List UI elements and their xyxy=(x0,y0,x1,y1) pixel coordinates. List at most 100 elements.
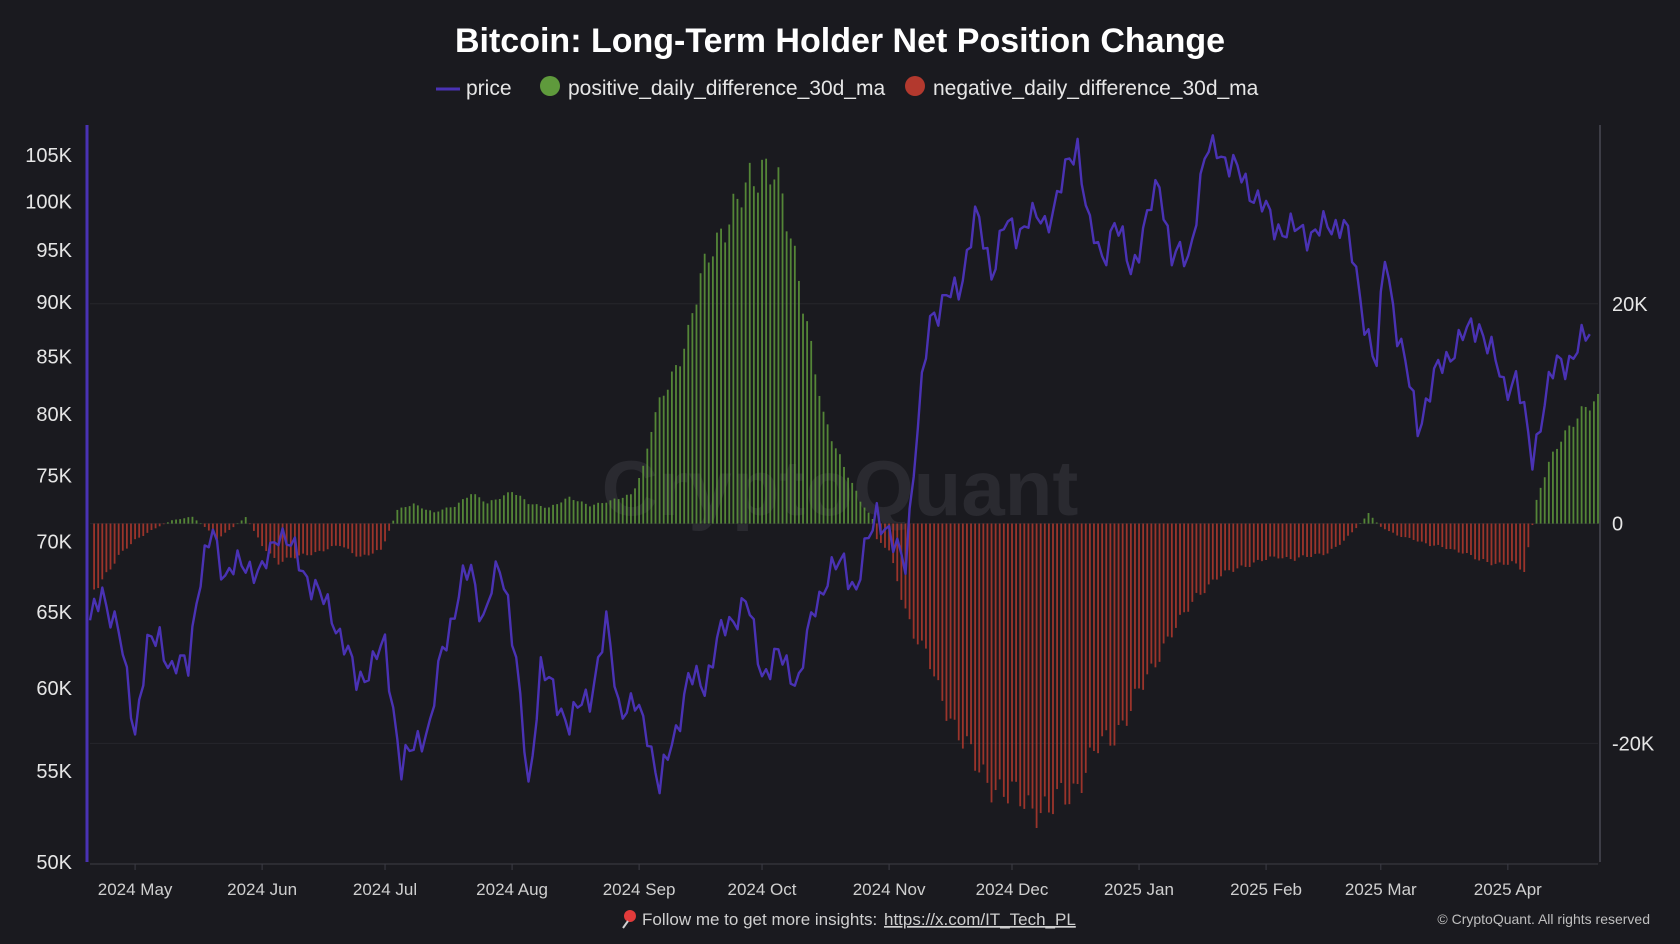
bar-negative xyxy=(933,523,936,677)
bar-negative xyxy=(1150,523,1153,664)
bar-positive xyxy=(572,500,575,524)
bar-positive xyxy=(244,517,247,524)
bar-positive xyxy=(855,490,858,524)
bar-negative xyxy=(322,523,325,552)
bar-negative xyxy=(1236,523,1239,569)
ytick-left-4: 70K xyxy=(36,531,72,553)
bar-negative xyxy=(1330,523,1333,549)
bar-negative xyxy=(1076,523,1079,785)
bar-positive xyxy=(511,492,513,524)
legend-item-price[interactable]: price xyxy=(436,77,512,100)
bar-positive xyxy=(1363,518,1366,524)
bar-positive xyxy=(1564,430,1567,524)
bar-negative xyxy=(1162,523,1165,644)
footer-link[interactable]: https://x.com/IT_Tech_PL xyxy=(884,910,1076,929)
legend-item-positive[interactable]: positive_daily_difference_30d_ma xyxy=(540,76,885,100)
bar-negative xyxy=(265,523,268,552)
bar-positive xyxy=(1597,393,1599,524)
bar-negative xyxy=(158,523,161,527)
bar-negative xyxy=(1310,523,1313,557)
bar-negative xyxy=(1289,523,1292,560)
bar-negative xyxy=(1347,523,1349,536)
bar-negative xyxy=(1465,523,1468,554)
bar-positive xyxy=(1535,499,1538,524)
bar-negative xyxy=(1224,523,1226,571)
bar-positive xyxy=(621,497,624,524)
bar-negative xyxy=(334,523,337,546)
bar-negative xyxy=(1416,523,1419,542)
bar-negative xyxy=(101,523,104,580)
ytick-left-6: 80K xyxy=(36,404,72,426)
bar-negative xyxy=(1043,523,1046,797)
bar-positive xyxy=(576,501,579,524)
bar-negative xyxy=(1080,523,1083,793)
bar-negative xyxy=(1343,523,1345,541)
bar-negative xyxy=(1322,523,1325,556)
bar-positive xyxy=(683,348,686,524)
bar-positive xyxy=(429,510,432,524)
bar-positive xyxy=(867,512,870,524)
bar-negative xyxy=(998,523,1001,780)
bar-negative xyxy=(884,523,886,548)
bar-positive xyxy=(724,242,727,524)
bar-negative xyxy=(1019,523,1022,807)
bar-positive xyxy=(584,503,587,524)
bar-negative xyxy=(1486,523,1489,562)
bar-negative xyxy=(142,523,145,536)
bar-negative xyxy=(1142,523,1145,690)
xtick-label-11: 2025 Apr xyxy=(1474,880,1542,899)
bar-negative xyxy=(925,523,927,649)
ytick-left-3: 65K xyxy=(36,602,72,624)
bar-positive xyxy=(789,238,792,524)
bar-negative xyxy=(892,523,895,564)
bar-positive xyxy=(646,448,649,524)
bar-positive xyxy=(1588,410,1591,524)
bar-negative xyxy=(1314,523,1317,554)
bar-negative xyxy=(941,523,944,701)
bar-negative xyxy=(970,523,972,745)
legend-item-negative[interactable]: negative_daily_difference_30d_ma xyxy=(905,76,1259,100)
bar-positive xyxy=(502,495,505,524)
bar-positive xyxy=(543,507,546,524)
bar-positive xyxy=(453,506,456,524)
bar-positive xyxy=(433,512,436,524)
bar-negative xyxy=(1248,523,1251,568)
bar-positive xyxy=(535,504,538,524)
bar-positive xyxy=(494,499,497,524)
bar-positive xyxy=(806,321,809,524)
bar-positive xyxy=(728,224,731,524)
price-line xyxy=(88,134,1591,795)
bar-negative xyxy=(1506,523,1509,565)
bar-negative xyxy=(113,523,116,564)
bar-negative xyxy=(1207,523,1210,585)
bar-negative xyxy=(1125,523,1128,726)
positive-dot-swatch xyxy=(540,76,560,96)
bar-positive xyxy=(630,494,632,524)
bar-negative xyxy=(298,523,300,556)
bar-positive xyxy=(634,488,636,524)
bar-positive xyxy=(1547,461,1550,524)
bar-negative xyxy=(154,523,157,529)
bar-positive xyxy=(552,504,554,524)
bar-positive xyxy=(1543,477,1546,524)
negative-dot-swatch xyxy=(905,76,925,96)
axes-layer: 50K 55K 60K 65K 70K 75K 80K 85K 90K 95K 100K 105K 20… xyxy=(25,125,1655,899)
bar-negative xyxy=(1047,523,1050,813)
bar-negative xyxy=(220,523,223,537)
bar-negative xyxy=(1146,523,1149,675)
bar-negative xyxy=(1175,523,1177,628)
bar-positive xyxy=(777,167,780,524)
bar-negative xyxy=(380,523,382,550)
ytick-left-9: 95K xyxy=(36,240,72,262)
bar-positive xyxy=(625,494,628,524)
bar-positive xyxy=(1572,426,1575,524)
ytick-right-2: -20K xyxy=(1612,733,1655,755)
bar-positive xyxy=(166,522,169,524)
bar-negative xyxy=(125,523,128,549)
bar-positive xyxy=(556,504,559,524)
bar-negative xyxy=(1031,523,1034,809)
bar-negative xyxy=(1035,523,1038,828)
bar-negative xyxy=(1134,523,1136,689)
bar-negative xyxy=(1002,523,1005,797)
bar-negative xyxy=(1252,523,1255,563)
